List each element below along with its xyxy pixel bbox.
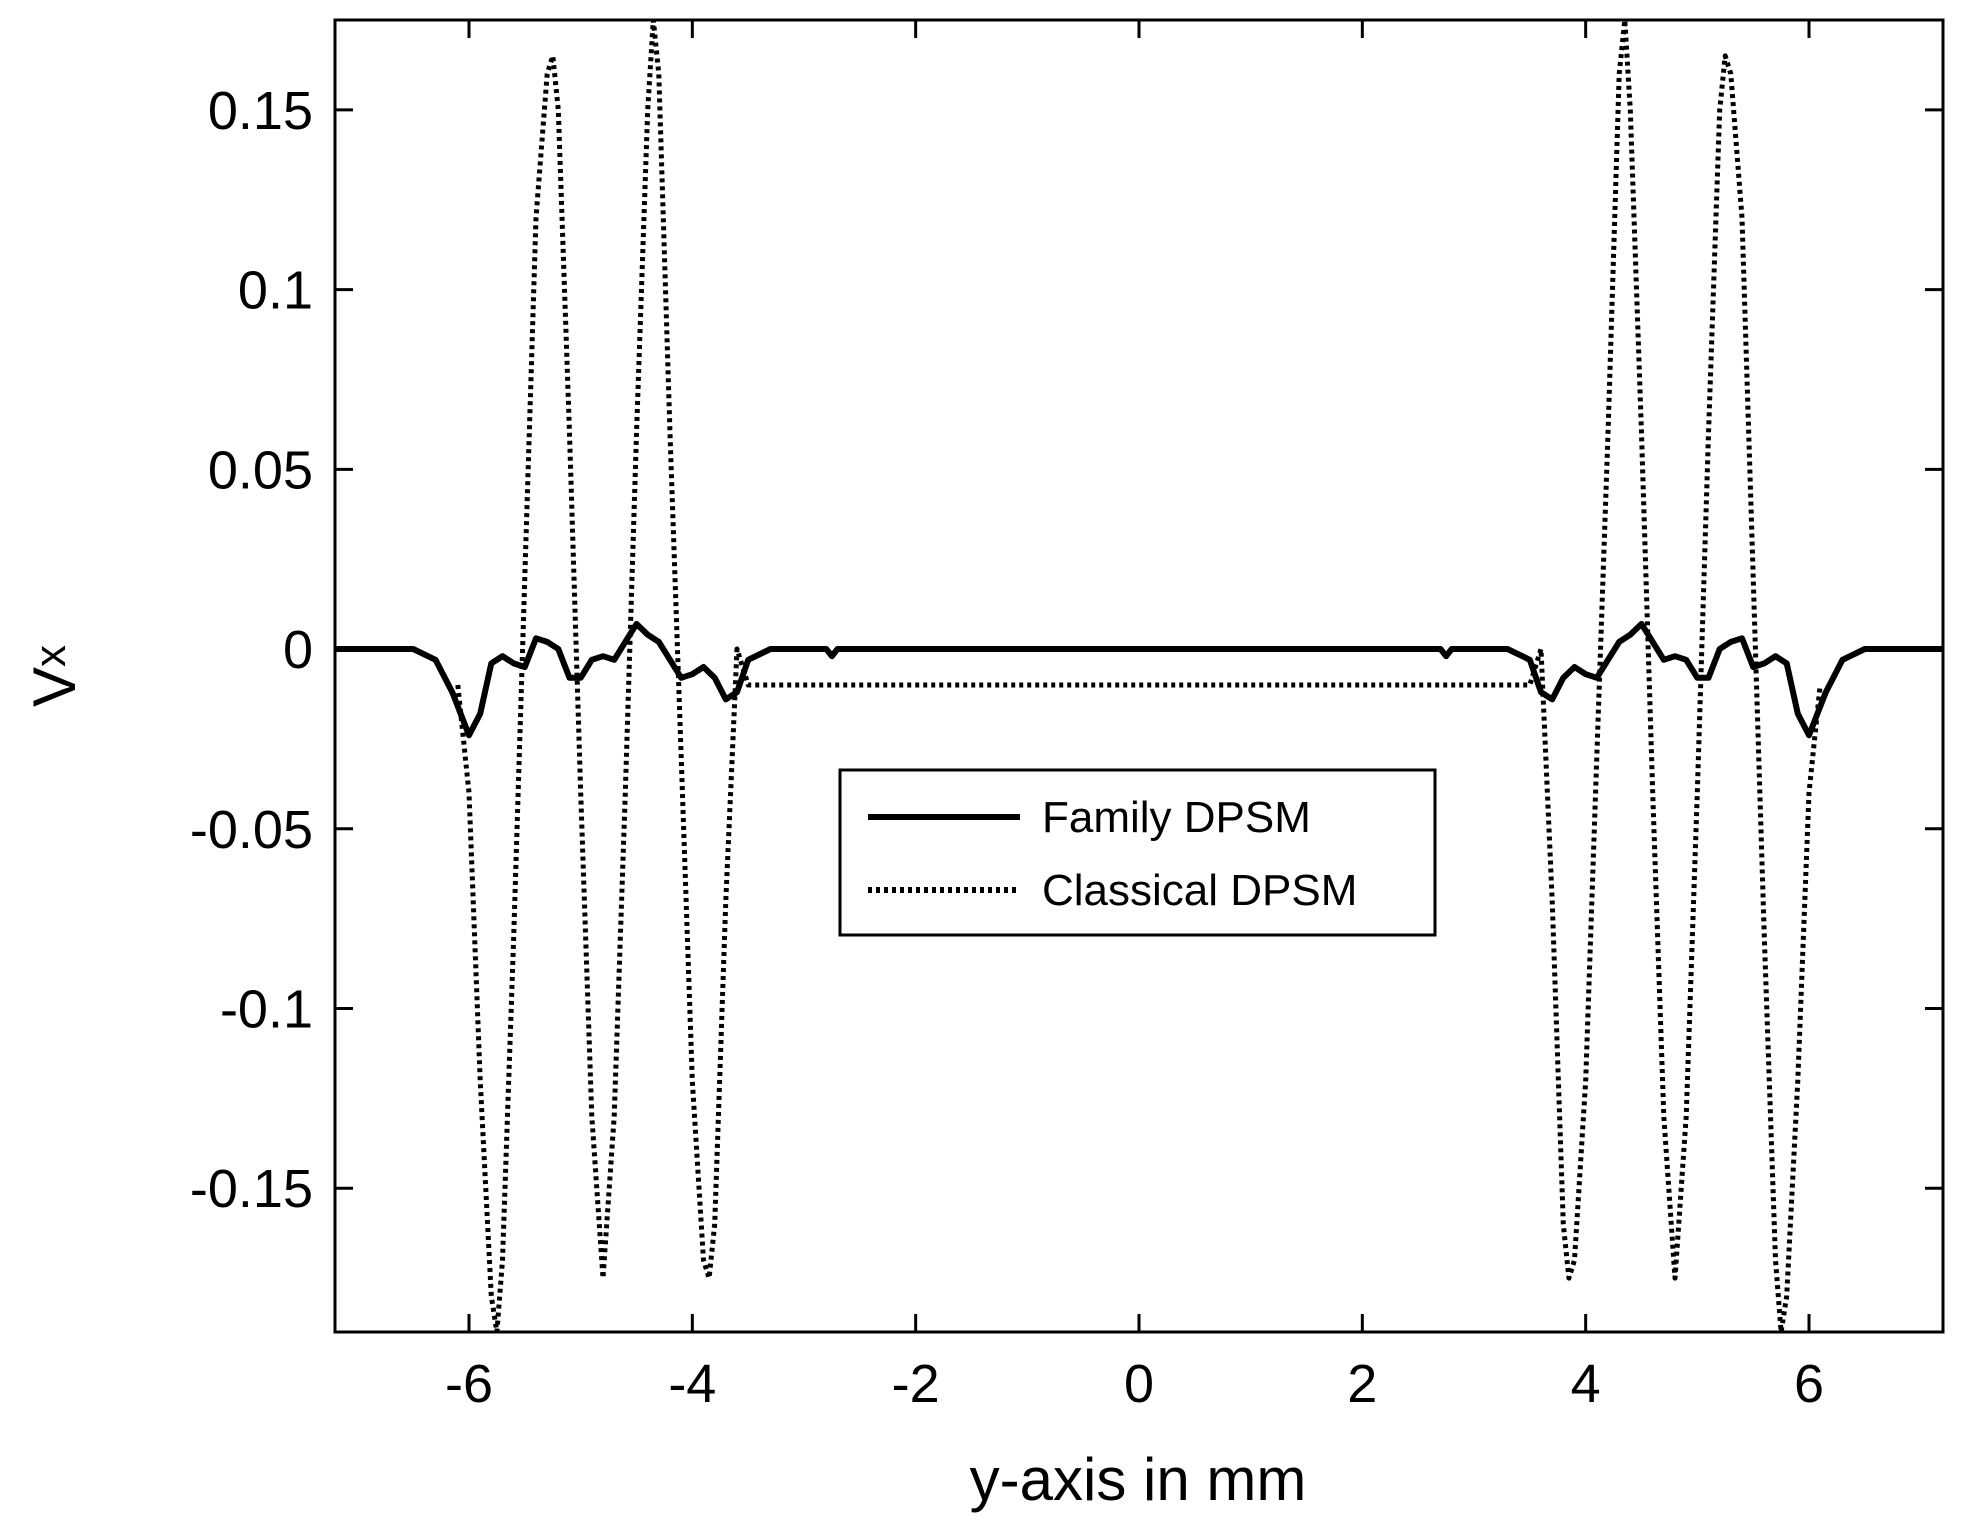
x-axis-title: y-axis in mm — [970, 1446, 1307, 1513]
x-tick-label: 0 — [1124, 1354, 1154, 1414]
legend-label-classical-dpsm: Classical DPSM — [1042, 866, 1357, 915]
legend: Family DPSM Classical DPSM — [838, 768, 1437, 937]
x-tick-label: 6 — [1794, 1354, 1824, 1414]
x-tick-label: 4 — [1571, 1354, 1601, 1414]
y-tick-label: -0.15 — [190, 1159, 313, 1219]
y-tick-label: -0.05 — [190, 800, 313, 860]
tick-labels: -6 -4 -2 0 2 4 6 0.15 0.1 0.05 0 -0.05 -0.1 -0.15 — [190, 81, 1824, 1414]
y-tick-label: 0.05 — [208, 440, 313, 500]
y-axis-title: Vx — [21, 645, 88, 707]
y-tick-label: 0 — [283, 620, 313, 680]
x-tick-label: -6 — [445, 1354, 493, 1414]
y-tick-label: -0.1 — [220, 979, 313, 1039]
x-tick-label: 2 — [1347, 1354, 1377, 1414]
legend-label-family-dpsm: Family DPSM — [1042, 793, 1311, 842]
svg-text:Vx: Vx — [21, 645, 88, 707]
series-layer — [335, 20, 1943, 1332]
x-tick-label: -2 — [892, 1354, 940, 1414]
y-axis-title-main: V — [21, 667, 88, 707]
y-tick-label: 0.1 — [238, 261, 313, 321]
y-tick-label: 0.15 — [208, 81, 313, 141]
plot-area — [333, 18, 1945, 1334]
legend-box — [838, 768, 1437, 937]
y-axis-title-subscript: x — [26, 645, 75, 667]
series-line-family-dpsm — [335, 620, 1943, 739]
x-tick-label: -4 — [668, 1354, 716, 1414]
